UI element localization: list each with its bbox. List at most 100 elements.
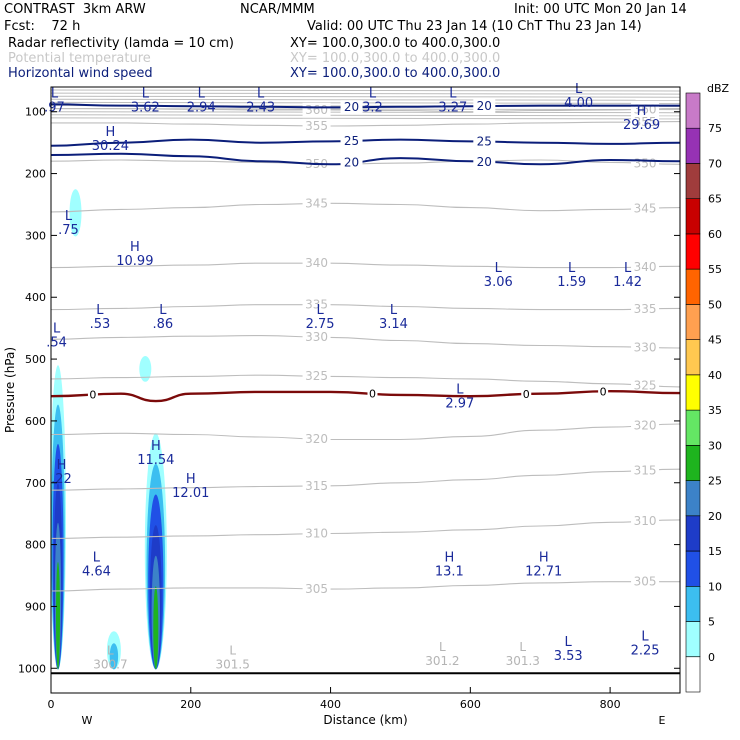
hl-letter: L (390, 303, 398, 318)
hl-letter: L (96, 303, 104, 318)
hl-value: 2.43 (246, 101, 275, 116)
y-tick-label: 300 (25, 229, 46, 242)
theta-label-bg (302, 196, 331, 211)
hl-value: .97 (44, 101, 65, 116)
radar-cell (69, 189, 82, 237)
theta-contour-label: 360 (305, 103, 328, 117)
hl-value: 12.01 (172, 486, 209, 501)
wind-label-bg (340, 155, 363, 170)
freezing-label-bg (367, 387, 378, 400)
hl-value: 3.62 (131, 101, 160, 116)
theta-contour (51, 304, 680, 311)
wind-contour-label: 20 (477, 155, 492, 169)
hl-value: 29.69 (623, 118, 660, 133)
hl-letter: L (495, 261, 503, 276)
theta-contour-label: 310 (305, 527, 328, 541)
wind-label-bg (473, 154, 496, 169)
wind-label-bg (473, 99, 496, 114)
x-tick-label: 800 (600, 698, 621, 711)
theta-min-letter: L (439, 640, 446, 654)
y-tick-label: 500 (25, 353, 46, 366)
freezing-level-label: 0 (369, 388, 376, 401)
forecast-hour: Fcst: 72 h (4, 19, 81, 34)
colorbar-swatch (685, 409, 701, 446)
theta-contour-label: 325 (305, 369, 328, 383)
colorbar-swatch (685, 304, 701, 340)
theta-contour-label: 350 (634, 156, 657, 170)
theta-contour-label: 345 (634, 202, 657, 216)
wind-contour-label: 25 (344, 134, 359, 148)
freezing-label-bg (521, 388, 532, 401)
theta-contour-label: 330 (305, 330, 328, 344)
theta-label-bg (631, 301, 660, 316)
y-tick-label: 400 (25, 291, 46, 304)
hl-value: 1.42 (613, 275, 642, 290)
model-title: CONTRAST 3km ARW (4, 2, 146, 17)
hl-value: 3.14 (379, 317, 408, 332)
hl-value: 3.06 (484, 275, 513, 290)
theta-contour (51, 262, 680, 269)
hl-letter: L (641, 630, 649, 645)
hl-letter: L (198, 87, 206, 102)
plot-frame (50, 86, 681, 694)
theta-label-bg (631, 114, 660, 129)
hl-letter: L (159, 303, 167, 318)
radar-cell (153, 586, 159, 670)
theta-contour (51, 519, 680, 539)
hl-letter: H (539, 551, 549, 566)
hl-value: .53 (90, 317, 111, 332)
colorbar-swatch (685, 621, 701, 658)
hl-value: .54 (46, 336, 67, 351)
wind-contour-label: 25 (477, 135, 492, 149)
theta-min-value: 300.7 (93, 657, 127, 671)
hl-value: 13.1 (435, 565, 464, 580)
hl-letter: L (316, 303, 324, 318)
theta-contour-label: 320 (634, 419, 657, 433)
hl-letter: L (369, 87, 377, 102)
theta-contour (51, 335, 680, 349)
theta-min-value: 301.3 (506, 654, 540, 668)
colorbar-swatch (685, 480, 701, 517)
theta-contour-label: 325 (634, 378, 657, 392)
wind-contour-label: 20 (344, 155, 359, 169)
field-theta-name: Potential temperature (8, 51, 151, 66)
theta-label-bg (631, 463, 660, 478)
theta-label-bg (302, 297, 331, 312)
theta-band-line (51, 89, 680, 92)
colorbar-swatch (685, 585, 701, 622)
theta-contour (51, 468, 680, 491)
colorbar-swatch (685, 515, 701, 552)
hl-letter: H (57, 458, 67, 473)
colorbar-label: 25 (708, 475, 722, 488)
colorbar-swatch (685, 198, 701, 235)
theta-label-bg (302, 581, 331, 596)
colorbar-swatch (685, 374, 701, 411)
theta-contour-label: 355 (305, 119, 328, 133)
wind-label-bg (340, 133, 363, 148)
freezing-level-label: 0 (89, 389, 96, 402)
hl-value: 2.97 (445, 396, 474, 411)
colorbar-swatch (685, 339, 701, 376)
colorbar-swatch (685, 163, 701, 200)
freezing-level-label: 0 (600, 385, 607, 398)
theta-contour (51, 121, 680, 127)
theta-min-value: 301.2 (425, 654, 459, 668)
hl-letter: H (151, 439, 161, 454)
hl-value: 4.00 (564, 96, 593, 111)
theta-contour-label: 315 (634, 463, 657, 477)
colorbar-label: 5 (708, 616, 715, 629)
theta-contour-label: 330 (634, 340, 657, 354)
hl-value: 12.71 (525, 565, 562, 580)
colorbar-label: 75 (708, 122, 722, 135)
colorbar-label: 55 (708, 263, 722, 276)
wind-contour (51, 138, 680, 147)
theta-label-bg (631, 514, 660, 529)
freezing-level-label: 0 (523, 388, 530, 401)
theta-contour-label: 335 (634, 302, 657, 316)
hl-letter: L (624, 261, 632, 276)
west-label: W (82, 714, 93, 727)
hl-letter: L (575, 82, 583, 97)
hl-value: 2.75 (306, 317, 335, 332)
